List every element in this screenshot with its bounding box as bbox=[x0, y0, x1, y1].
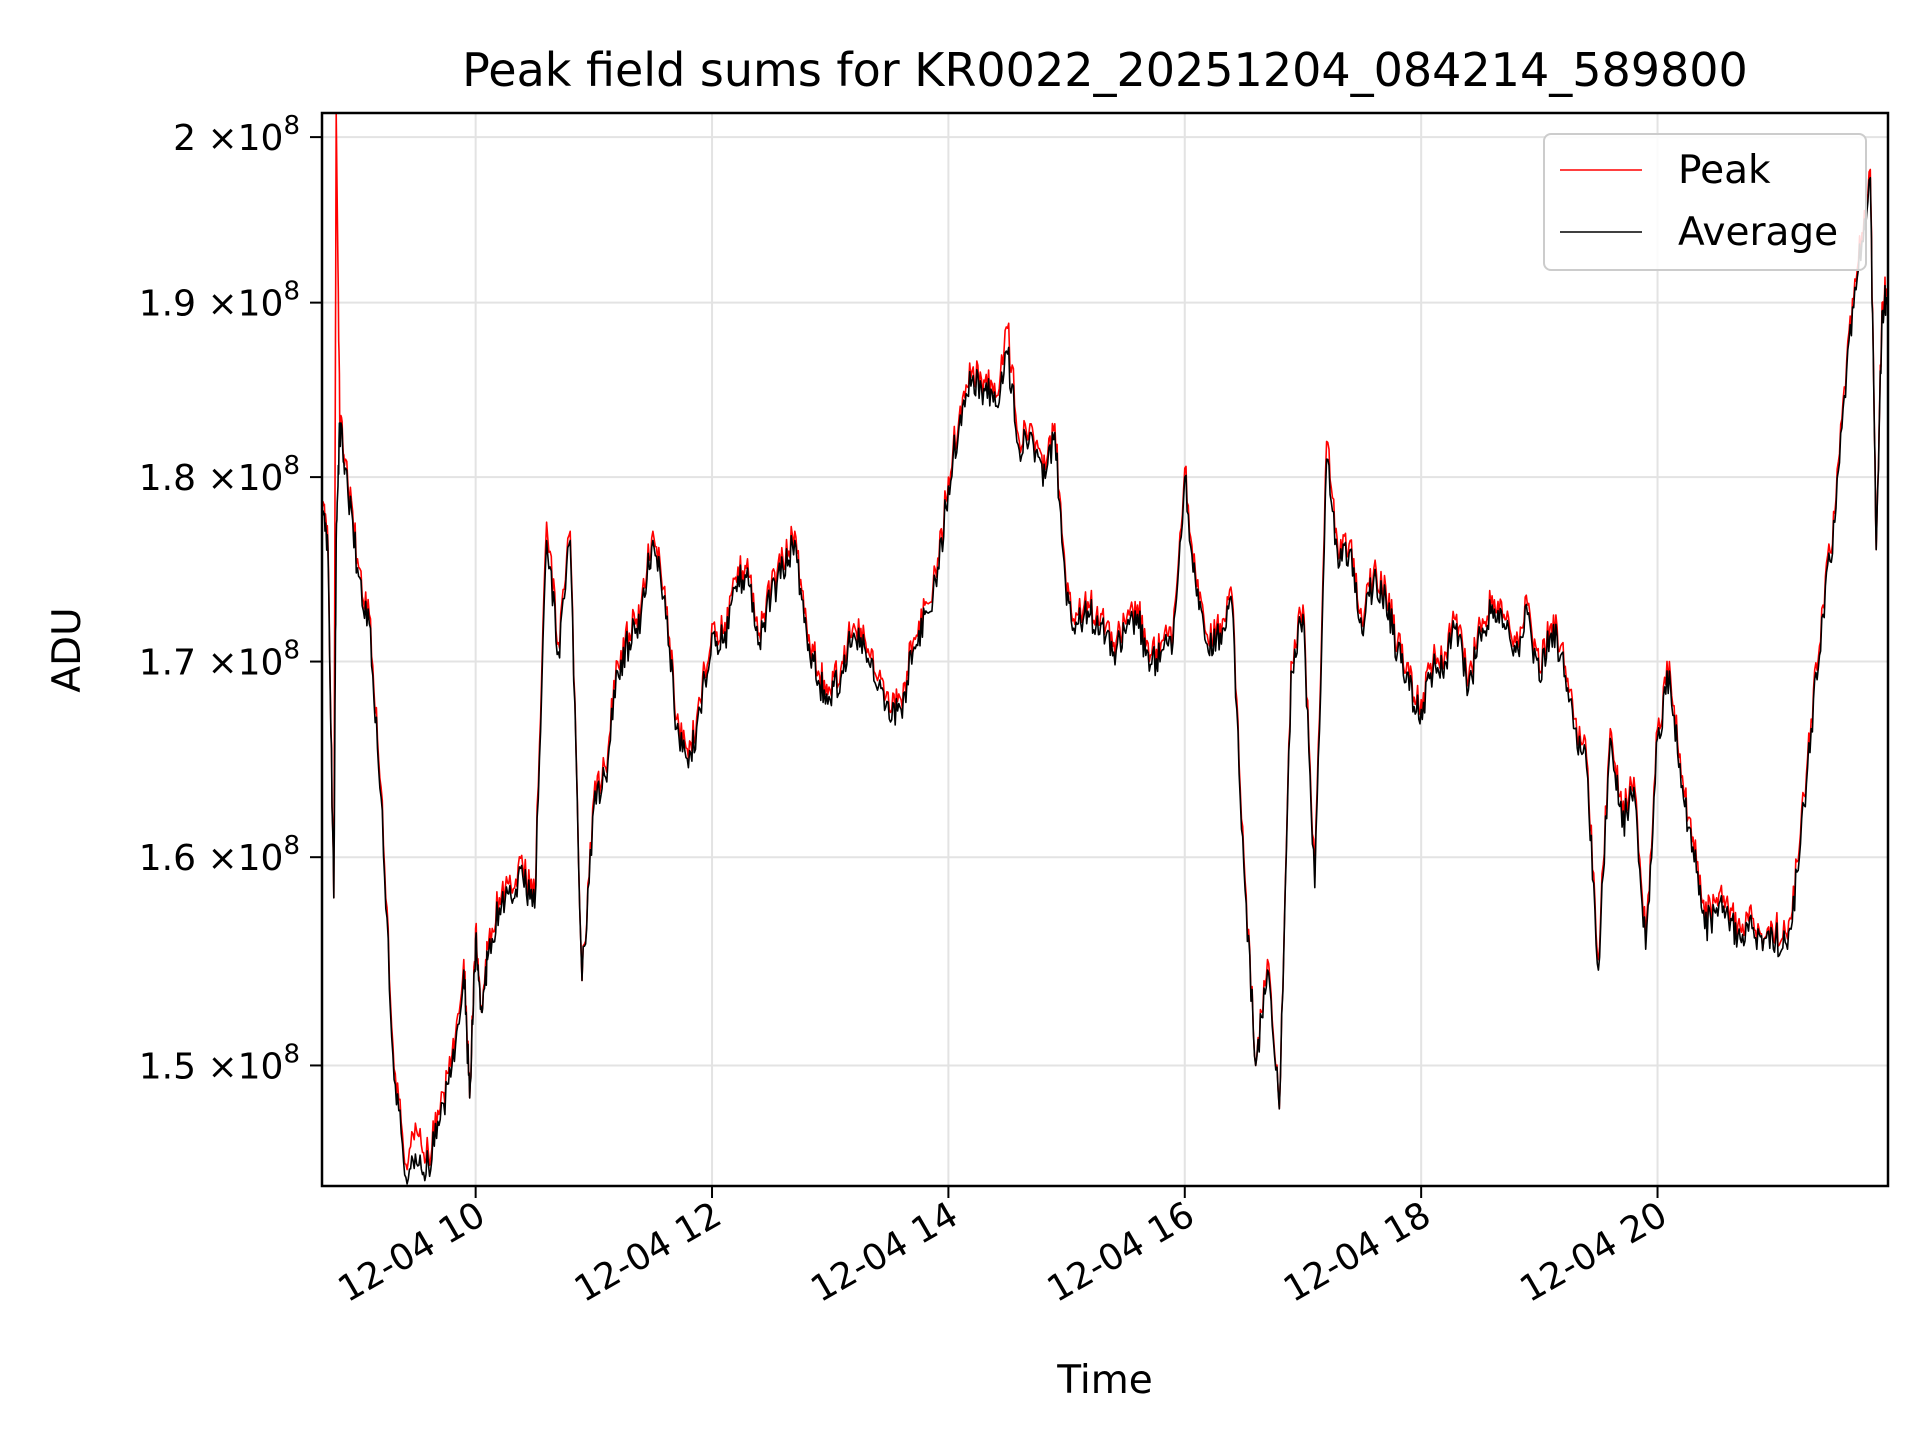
legend-box bbox=[1543, 133, 1867, 271]
y-tick-label: 1.8 ×108 bbox=[139, 451, 300, 499]
series-layer bbox=[321, 112, 1889, 1185]
series-line-average bbox=[321, 176, 1889, 1185]
y-tick-label: 1.7 ×108 bbox=[139, 636, 300, 684]
grid-lines bbox=[322, 113, 1888, 1186]
legend-peak-label: Peak bbox=[1678, 148, 1771, 193]
x-axis-label: Time bbox=[1056, 1358, 1152, 1403]
legend-average-label: Average bbox=[1678, 210, 1838, 255]
y-axis-label: ADU bbox=[45, 607, 90, 692]
y-tick-label: 1.9 ×108 bbox=[139, 277, 300, 325]
y-tick-label: 1.5 ×108 bbox=[139, 1039, 300, 1087]
y-tick-label: 1.6 ×108 bbox=[139, 831, 300, 879]
legend: Peak Average bbox=[1543, 133, 1867, 271]
y-tick-label: 2 ×108 bbox=[173, 111, 300, 159]
chart-title: Peak field sums for KR0022_20251204_0842… bbox=[462, 43, 1748, 97]
plot-frame bbox=[320, 111, 1890, 1188]
